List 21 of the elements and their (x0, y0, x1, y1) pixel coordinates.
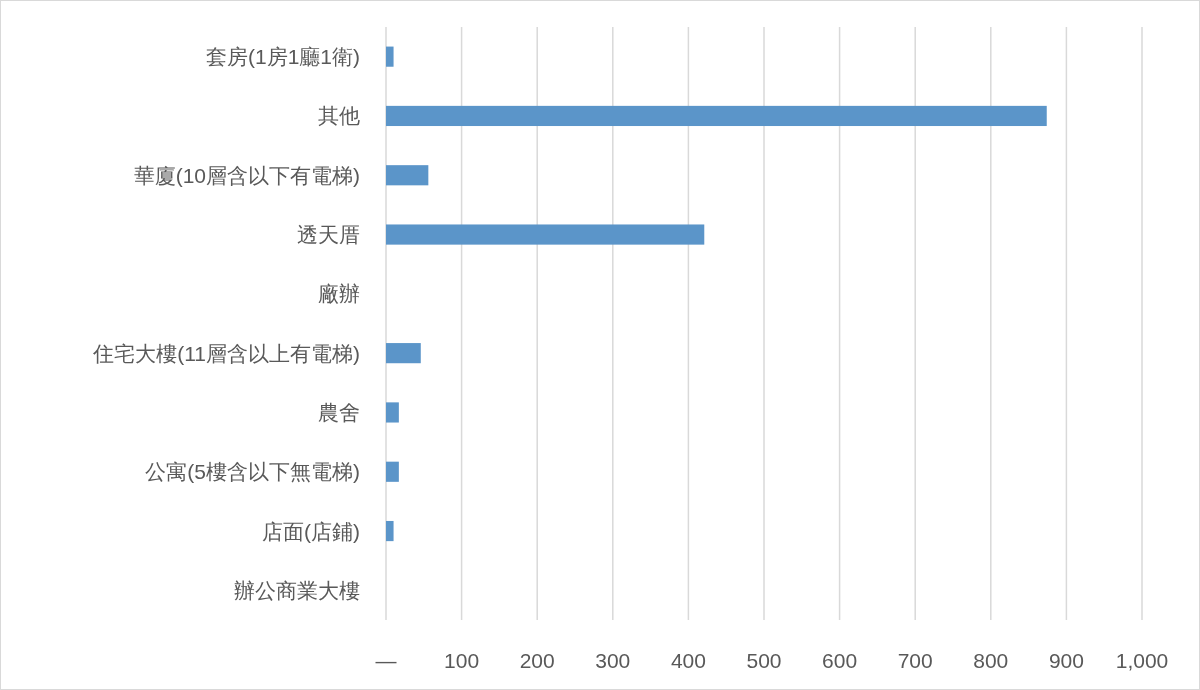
y-tick-label: 透天厝 (297, 223, 360, 247)
y-tick-label: 辦公商業大樓 (234, 578, 360, 602)
x-tick-label: 1,000 (1115, 648, 1169, 672)
y-tick-label: 店面(店鋪) (262, 519, 360, 543)
x-tick-label: 800 (973, 648, 1009, 672)
y-tick-label: 廠辦 (318, 282, 360, 306)
x-tick-label: 500 (746, 648, 782, 672)
x-tick-label: — (375, 648, 397, 672)
x-tick-label: 300 (595, 648, 631, 672)
x-tick-label: 700 (897, 648, 933, 672)
y-tick-label: 其他 (318, 104, 360, 128)
y-tick-label: 住宅大樓(11層含以上有電梯) (92, 341, 360, 365)
x-tick-label: 400 (670, 648, 706, 672)
x-tick-label: 900 (1048, 648, 1084, 672)
y-tick-label: 公寓(5樓含以下無電梯) (145, 460, 360, 484)
y-tick-label: 套房(1房1廳1衛) (205, 45, 360, 69)
x-tick-label: 600 (822, 648, 858, 672)
y-tick-label: 華廈(10層含以下有電梯) (133, 163, 360, 187)
x-tick-label: 100 (444, 648, 480, 672)
y-tick-label: 農舍 (318, 400, 360, 424)
x-tick-label: 200 (519, 648, 555, 672)
